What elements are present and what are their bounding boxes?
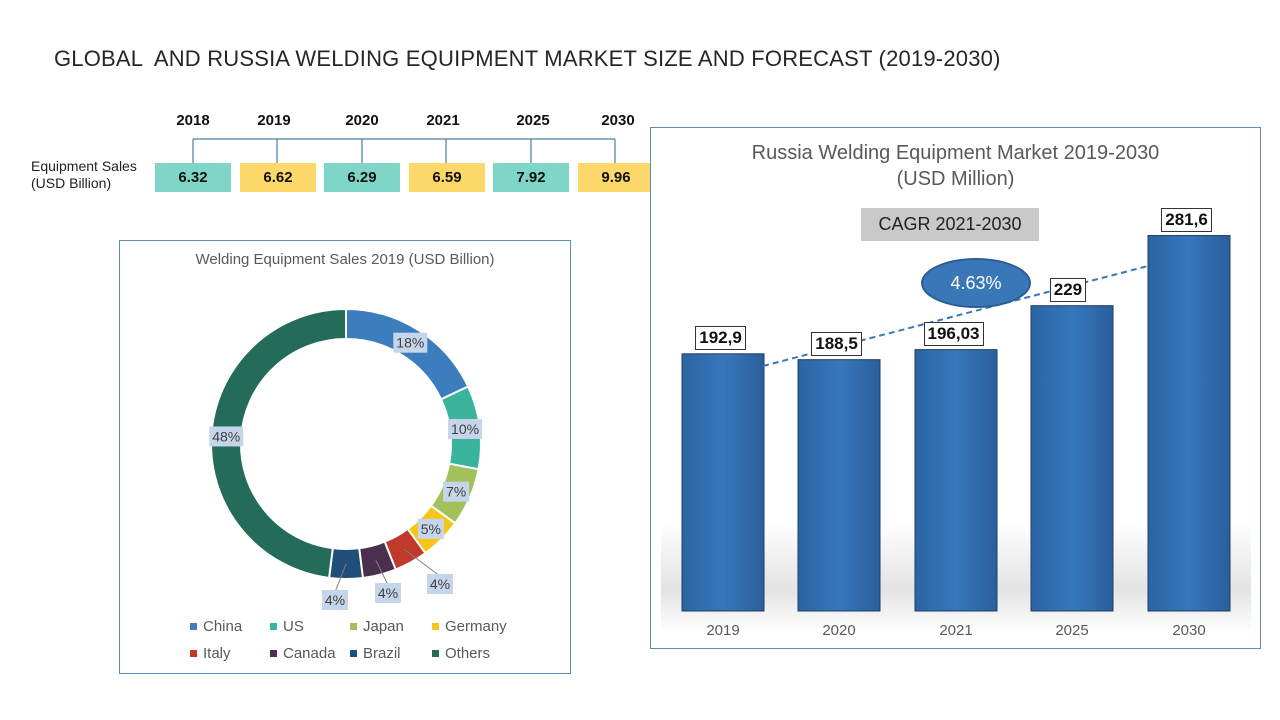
donut-label-bg bbox=[448, 418, 483, 439]
donut-data-label: 48% bbox=[212, 428, 240, 444]
x-tick-label: 2025 bbox=[1055, 622, 1089, 639]
bar-2020 bbox=[797, 359, 881, 612]
bar-2021 bbox=[914, 349, 998, 612]
bar-data-label: 188,5 bbox=[811, 331, 862, 356]
cagr-value-oval: 4.63% bbox=[921, 258, 1031, 308]
sales-value: 6.62 bbox=[240, 163, 316, 192]
bar-data-label: 281,6 bbox=[1161, 207, 1212, 232]
leader-line bbox=[334, 563, 347, 593]
donut-label-bg bbox=[427, 574, 453, 594]
legend-label: Japan bbox=[363, 618, 404, 635]
donut-data-label: 5% bbox=[421, 521, 441, 537]
bar-data-label: 196,03 bbox=[923, 321, 984, 346]
legend-swatch bbox=[350, 623, 357, 630]
leader-line bbox=[403, 548, 441, 577]
donut-label-bg bbox=[375, 583, 401, 603]
legend-item-others: Others bbox=[432, 645, 490, 662]
bar-data-label: 192,9 bbox=[695, 325, 746, 350]
donut-label-bg bbox=[209, 426, 244, 447]
bar-chart bbox=[661, 235, 1251, 633]
sales-value: 7.92 bbox=[493, 163, 569, 192]
year-header: 2020 bbox=[345, 112, 379, 129]
donut-data-label: 10% bbox=[451, 421, 479, 437]
donut-data-label: 4% bbox=[430, 576, 450, 592]
bar-2030 bbox=[1147, 235, 1231, 612]
legend-item-italy: Italy bbox=[190, 645, 231, 662]
bar-chart-title-line1: Russia Welding Equipment Market 2019-203… bbox=[751, 142, 1160, 164]
sales-value: 9.96 bbox=[578, 163, 654, 192]
legend-item-china: China bbox=[190, 618, 242, 635]
legend-label: US bbox=[283, 618, 304, 635]
donut-chart: 18% 10% 7% 5% 4% 4% 4% 48% bbox=[209, 307, 483, 610]
legend-item-japan: Japan bbox=[350, 618, 404, 635]
legend-swatch bbox=[190, 650, 197, 657]
legend-label: Others bbox=[445, 645, 491, 662]
bar-data-label: 229 bbox=[1049, 277, 1087, 302]
bar-chart-panel: Russia Welding Equipment Market 2019-203… bbox=[650, 127, 1261, 649]
legend-swatch bbox=[432, 650, 439, 657]
year-header: 2030 bbox=[601, 112, 635, 129]
row-label-line1: Equipment Sales bbox=[31, 158, 137, 174]
donut-slice-brazil bbox=[327, 547, 365, 580]
legend-swatch bbox=[270, 623, 277, 630]
legend-swatch bbox=[190, 623, 197, 630]
legend-item-us: US bbox=[270, 618, 304, 635]
bar-chart-title: Russia Welding Equipment Market 2019-203… bbox=[651, 140, 1260, 192]
donut-label-bg bbox=[322, 590, 348, 610]
leader-line bbox=[375, 560, 389, 586]
legend-swatch bbox=[270, 650, 277, 657]
x-tick-label: 2019 bbox=[706, 622, 740, 639]
x-tick-label: 2030 bbox=[1172, 622, 1206, 639]
cagr-box: CAGR 2021-2030 bbox=[861, 208, 1039, 241]
year-header: 2025 bbox=[516, 112, 550, 129]
donut-label-bg bbox=[393, 332, 428, 353]
sales-value: 6.32 bbox=[155, 163, 231, 192]
legend-label: Canada bbox=[283, 645, 336, 662]
bar-2019 bbox=[681, 353, 765, 612]
donut-data-label: 4% bbox=[325, 592, 345, 608]
legend-label: Brazil bbox=[363, 645, 401, 662]
row-label-line2: (USD Billion) bbox=[31, 175, 112, 191]
donut-data-label: 18% bbox=[396, 335, 424, 351]
bar-chart-subtitle: (USD Million) bbox=[896, 168, 1015, 190]
donut-label-bg bbox=[417, 518, 444, 539]
year-header: 2018 bbox=[176, 112, 210, 129]
donut-data-label: 4% bbox=[378, 585, 398, 601]
table-connectors bbox=[192, 138, 616, 163]
donut-chart-panel: Welding Equipment Sales 2019 (USD Billio… bbox=[119, 240, 571, 674]
donut-slice-china bbox=[345, 307, 470, 401]
legend-swatch bbox=[432, 623, 439, 630]
donut-slice-others bbox=[210, 307, 347, 580]
year-header: 2019 bbox=[257, 112, 291, 129]
sales-value: 6.29 bbox=[324, 163, 400, 192]
donut-label-bg bbox=[443, 481, 470, 502]
donut-chart-title: Welding Equipment Sales 2019 (USD Billio… bbox=[195, 251, 495, 268]
bar-2025 bbox=[1030, 305, 1114, 612]
donut-data-label: 7% bbox=[446, 484, 466, 500]
x-tick-label: 2021 bbox=[939, 622, 973, 639]
legend-swatch bbox=[350, 650, 357, 657]
legend-item-brazil: Brazil bbox=[350, 645, 401, 662]
sales-table: Equipment Sales (USD Billion) 2018 2019 … bbox=[0, 0, 660, 200]
sales-value: 6.59 bbox=[409, 163, 485, 192]
x-tick-label: 2020 bbox=[822, 622, 856, 639]
row-label: Equipment Sales (USD Billion) bbox=[31, 158, 137, 192]
legend-label: Italy bbox=[203, 645, 231, 662]
legend-item-germany: Germany bbox=[432, 618, 507, 635]
page-title: GLOBAL AND RUSSIA WELDING EQUIPMENT MARK… bbox=[54, 46, 1001, 71]
year-header: 2021 bbox=[426, 112, 460, 129]
legend-label: China bbox=[203, 618, 243, 635]
legend-item-canada: Canada bbox=[270, 645, 336, 662]
legend-label: Germany bbox=[445, 618, 507, 635]
